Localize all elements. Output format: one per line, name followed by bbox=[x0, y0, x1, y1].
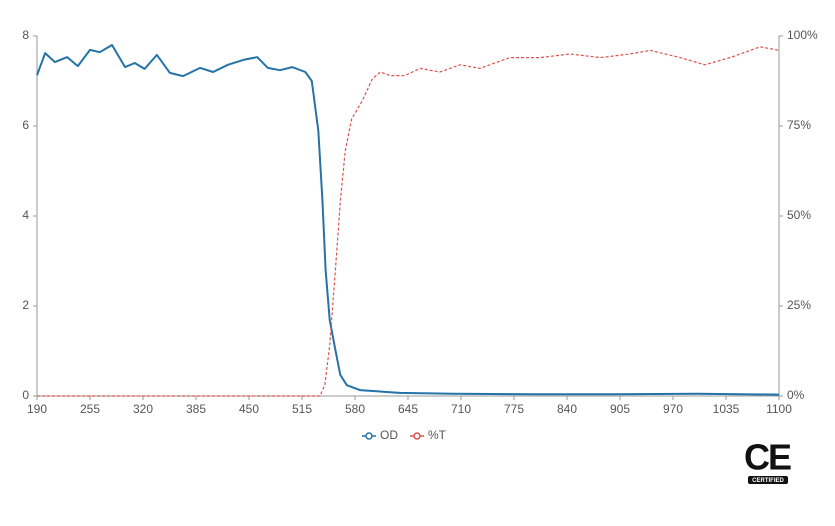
y-tick-label: 6 bbox=[22, 118, 29, 132]
y-tick-label: 4 bbox=[22, 208, 29, 222]
x-tick-label: 515 bbox=[292, 402, 312, 416]
badge-label: CERTIFIED bbox=[752, 478, 784, 484]
x-tick-label: 1100 bbox=[766, 402, 792, 416]
x-tick-label: 775 bbox=[504, 402, 524, 416]
x-tick-label: 905 bbox=[610, 402, 630, 416]
x-tick-label: 840 bbox=[557, 402, 577, 416]
series-line bbox=[37, 46, 780, 397]
y2-tick-label: 0% bbox=[787, 388, 805, 402]
x-tick-label: 1035 bbox=[713, 402, 740, 416]
legend-label: %T bbox=[428, 428, 447, 442]
y2-tick-label: 100% bbox=[787, 28, 818, 42]
badge-band bbox=[748, 476, 788, 484]
x-tick-label: 645 bbox=[398, 402, 418, 416]
legend-label: OD bbox=[380, 428, 398, 442]
x-tick-label: 970 bbox=[663, 402, 683, 416]
y2-tick-label: 25% bbox=[787, 298, 811, 312]
x-tick-label: 450 bbox=[239, 402, 259, 416]
series-line bbox=[36, 44, 780, 396]
x-tick-label: 385 bbox=[186, 402, 206, 416]
y-tick-label: 0 bbox=[22, 388, 29, 402]
x-tick-label: 580 bbox=[345, 402, 365, 416]
x-tick-label: 190 bbox=[27, 402, 47, 416]
legend-marker bbox=[413, 432, 421, 440]
x-tick-label: 255 bbox=[80, 402, 100, 416]
y-tick-label: 2 bbox=[22, 298, 29, 312]
y2-tick-label: 75% bbox=[787, 118, 811, 132]
y2-tick-label: 50% bbox=[787, 208, 811, 222]
x-tick-label: 710 bbox=[451, 402, 471, 416]
legend-marker bbox=[365, 432, 373, 440]
x-tick-label: 320 bbox=[133, 402, 153, 416]
badge-mark: CE bbox=[744, 437, 791, 478]
y-tick-label: 8 bbox=[22, 28, 29, 42]
